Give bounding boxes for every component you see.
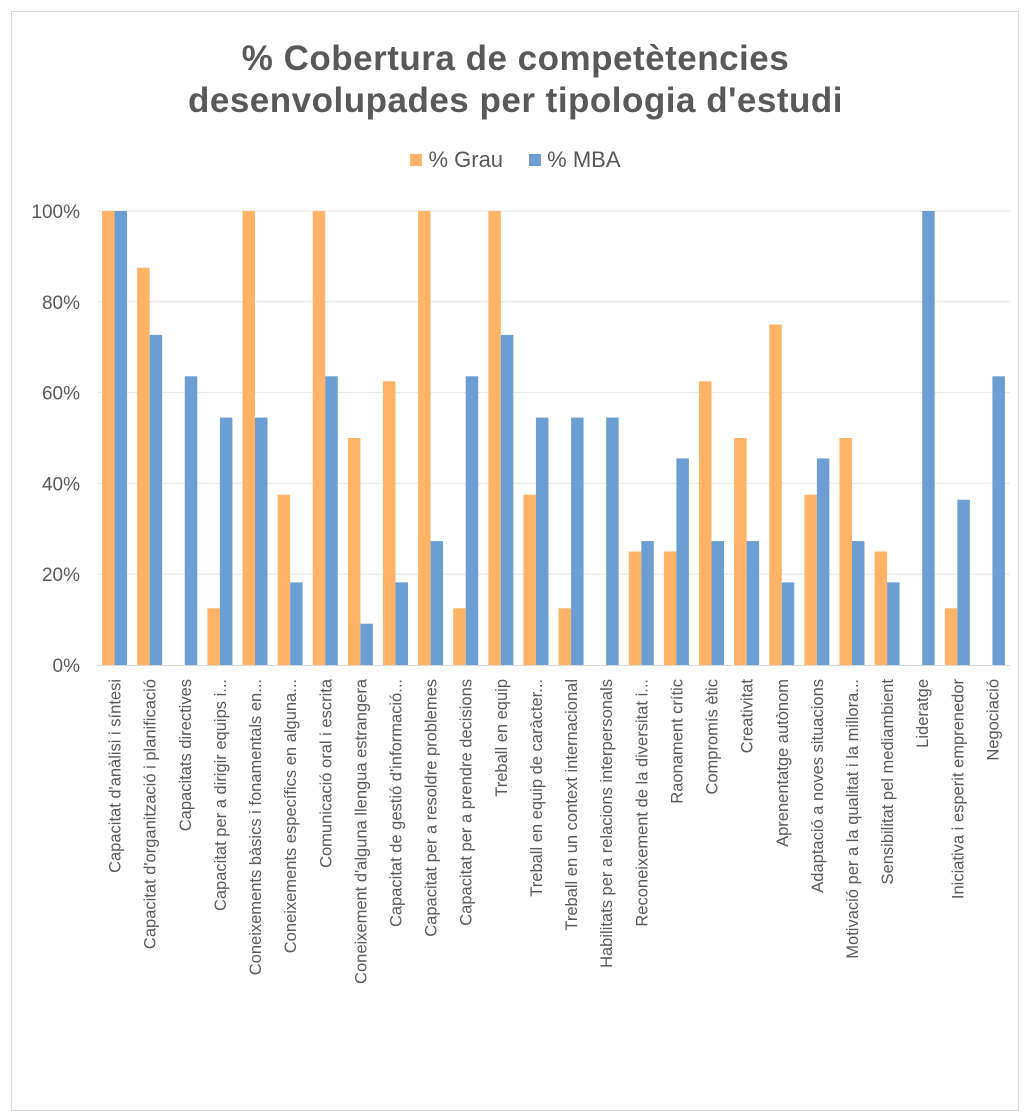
chart-title-line-1: % Cobertura de competètencies [241,39,790,78]
bar-mba [465,376,479,665]
x-tick-label: Creativitat [739,679,757,754]
bar-grau [839,438,852,665]
bar-mba [430,541,444,665]
x-tick-label: Lideratge [914,679,932,748]
legend-label-grau: % Grau [428,147,504,172]
x-tick-label: Iniciativa i esperit emprenedor [949,678,967,899]
x-tick-label: Capacitat per a resoldre problemes [423,679,441,937]
bar-mba [992,376,1005,665]
bar-grau [699,381,712,665]
chart-title: % Cobertura de competètencies desenvolup… [0,38,1031,122]
y-tick-label: 60% [42,384,80,405]
bar-mba [500,334,514,665]
x-tick-label: Compromís ètic [704,679,722,795]
x-tick-label: Motivació per a la qualitat i la millora… [844,679,862,959]
bar-mba [255,417,268,665]
x-tick-label: Coneixements específics en alguna... [282,679,300,953]
bar-mba [395,582,408,665]
bar-grau [944,608,958,665]
bar-mba [535,417,549,665]
y-tick-label: 20% [42,565,80,586]
bar-grau [453,608,466,665]
x-tick-label: Negociació [984,679,1002,761]
x-tick-label: Capacitat d'organització i planificació [142,679,160,949]
bar-mba [219,417,233,665]
x-tick-label: Capacitat per a dirigir equips i... [212,679,230,911]
bar-grau [488,211,501,665]
x-tick-label: Treball en un context internacional [563,679,581,931]
bar-grau [769,324,782,665]
bar-mba [184,376,198,665]
bar-mba [641,541,654,665]
bar-mba [816,458,830,665]
bar-grau [242,211,256,665]
bar-grau [418,211,431,665]
bar-mba [360,623,373,665]
bar-mba [922,211,935,665]
bar-grau [804,494,817,665]
y-tick-label: 80% [42,293,80,314]
x-tick-label: Habilitats per a relacions interpersonal… [598,679,616,968]
x-tick-label: Capacitats directives [177,679,195,831]
bar-mba [571,417,584,665]
x-tick-label: Comunicació oral i escrita [317,678,335,868]
legend-swatch-grau [410,154,423,166]
y-tick-label: 100% [31,202,80,223]
legend-item-mba: % MBA [529,147,621,173]
bar-grau [874,551,888,665]
bar-grau [734,438,747,665]
bar-mba [325,376,338,665]
bar-grau [663,551,677,665]
x-tick-label: Raonament crític [668,679,686,804]
bar-mba [851,541,865,665]
bar-mba [606,417,619,665]
legend-item-grau: % Grau [410,147,503,173]
bar-grau [382,381,396,665]
bar-grau [347,438,361,665]
x-tick-label: Capacitat de gestió d'informació... [387,679,405,927]
x-tick-label: Reconeixement de la diversitat i... [633,679,651,927]
x-tick-label: Aprenentatge autònom [774,679,792,847]
bar-grau [207,608,220,665]
bar-mba [887,582,900,665]
x-tick-label: Sensibilitat pel mediambient [879,679,897,885]
chart-title-line-2: desenvolupades per tipologia d'estudi [188,81,843,120]
bar-mba [746,541,760,665]
bar-mba [781,582,795,665]
y-tick-label: 0% [53,656,81,677]
legend-label-mba: % MBA [547,147,621,172]
bar-mba [711,541,725,665]
bar-grau [102,211,115,665]
bar-grau [558,608,572,665]
y-tick-label: 40% [42,474,80,495]
chart-legend: % Grau % MBA [0,146,1031,173]
bar-grau [312,211,326,665]
bar-grau [137,267,150,665]
x-tick-label: Capacitat per a prendre decisions [458,679,476,926]
bar-mba [957,499,970,665]
x-tick-label: Treball en equip de caràcter... [528,679,546,897]
x-tick-label: Adaptació a noves situacions [809,679,827,893]
x-tick-label: Coneixements bàsics i fonamentals en... [247,679,265,975]
bar-grau [277,494,291,665]
x-tick-label: Treball en equip [493,679,511,797]
bar-mba [114,211,128,665]
x-tick-label: Coneixement d'alguna llengua estrangera [352,678,370,984]
bar-grau [523,494,536,665]
x-tick-label: Capacitat d'anàlisi i síntesi [107,679,125,873]
bar-mba [290,582,303,665]
bar-mba [676,458,689,665]
bar-mba [149,334,163,665]
bar-grau [628,551,642,665]
legend-swatch-mba [529,154,542,166]
